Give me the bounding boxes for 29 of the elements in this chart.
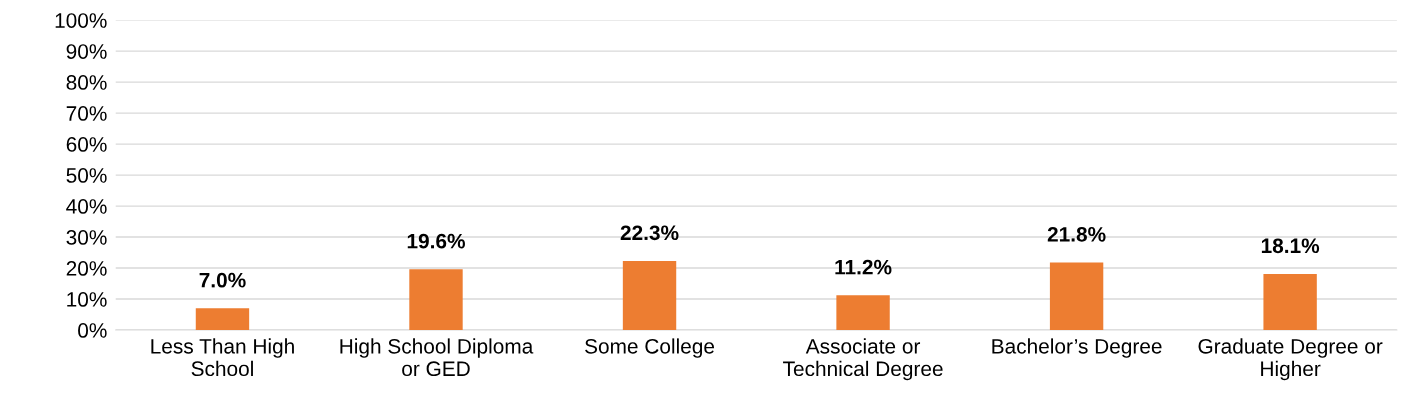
data-label: 19.6%	[407, 233, 465, 249]
bar	[836, 295, 890, 331]
bar	[409, 269, 463, 331]
y-tick-label: 30%	[66, 230, 107, 245]
data-label: 18.1%	[1261, 238, 1320, 254]
y-tick-label: 80%	[66, 75, 107, 90]
bar	[1049, 262, 1104, 331]
data-label: 7.0%	[199, 272, 246, 288]
y-tick-label: 20%	[66, 261, 107, 276]
y-tick-label: 40%	[66, 199, 107, 214]
y-tick-label: 0%	[78, 323, 107, 338]
y-tick-label: 90%	[66, 44, 107, 59]
x-tick-label: Associate or Technical Degree	[783, 338, 943, 381]
data-label: 11.2%	[835, 259, 892, 275]
x-tick-label: Bachelor’s Degree	[992, 338, 1162, 358]
y-tick-label: 70%	[66, 106, 107, 121]
bar	[622, 260, 677, 331]
data-label: 22.3%	[620, 225, 679, 241]
y-tick-label: 60%	[66, 137, 107, 152]
x-tick-label: Some College	[585, 338, 715, 358]
bar	[1263, 273, 1317, 331]
bar	[195, 308, 250, 331]
data-label: 21.8%	[1047, 226, 1106, 242]
y-tick-label: 100%	[55, 13, 107, 28]
x-tick-label: High School Diploma or GED	[340, 338, 534, 377]
y-tick-label: 50%	[66, 168, 107, 183]
x-tick-label: Graduate Degree or Higher	[1198, 338, 1383, 381]
y-tick-label: 10%	[67, 292, 107, 307]
x-tick-label: Less Than High School	[151, 338, 294, 377]
